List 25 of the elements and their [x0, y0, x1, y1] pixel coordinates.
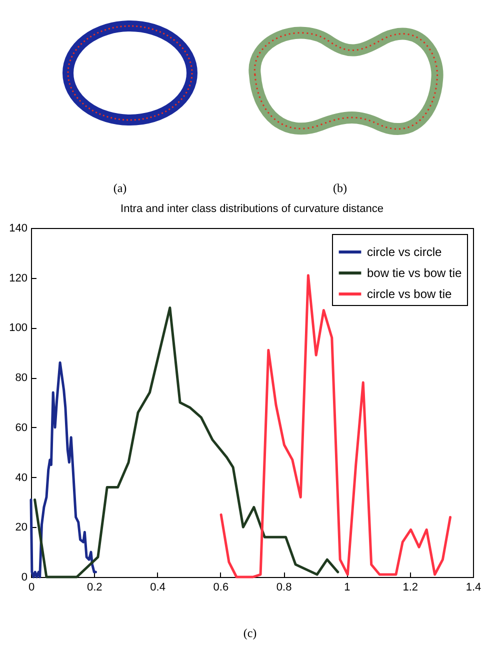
text: (c): [243, 626, 257, 641]
text: (b): [333, 181, 347, 196]
x-tick-label: 1.4: [466, 582, 482, 594]
x-tick-label: 1: [344, 582, 350, 594]
y-tick-label: 140: [9, 222, 28, 234]
y-tick-label: 0: [21, 572, 28, 584]
x-tick-label: 1.2: [402, 582, 418, 594]
x-tick-label: 0.2: [86, 582, 102, 594]
x-tick-label: 0: [28, 582, 35, 594]
legend-label: bow tie vs bow tie: [367, 266, 462, 280]
x-tick-label: 0.6: [213, 582, 229, 594]
chart-title: Intra and inter class distributions of curvature distance: [120, 203, 384, 215]
x-tick-label: 0.8: [276, 582, 292, 594]
legend-label: circle vs bow tie: [367, 287, 452, 301]
y-tick-label: 100: [9, 322, 28, 334]
x-tick-label: 0.4: [150, 582, 166, 594]
y-tick-label: 20: [15, 522, 28, 534]
line-series: [30, 361, 97, 578]
legend-label: circle vs circle: [367, 245, 442, 259]
line-series: [34, 306, 340, 578]
y-tick-label: 40: [15, 472, 28, 484]
text: (a): [113, 181, 127, 196]
y-tick-label: 80: [15, 372, 28, 384]
y-tick-label: 60: [15, 422, 28, 434]
y-tick-label: 120: [9, 272, 28, 284]
